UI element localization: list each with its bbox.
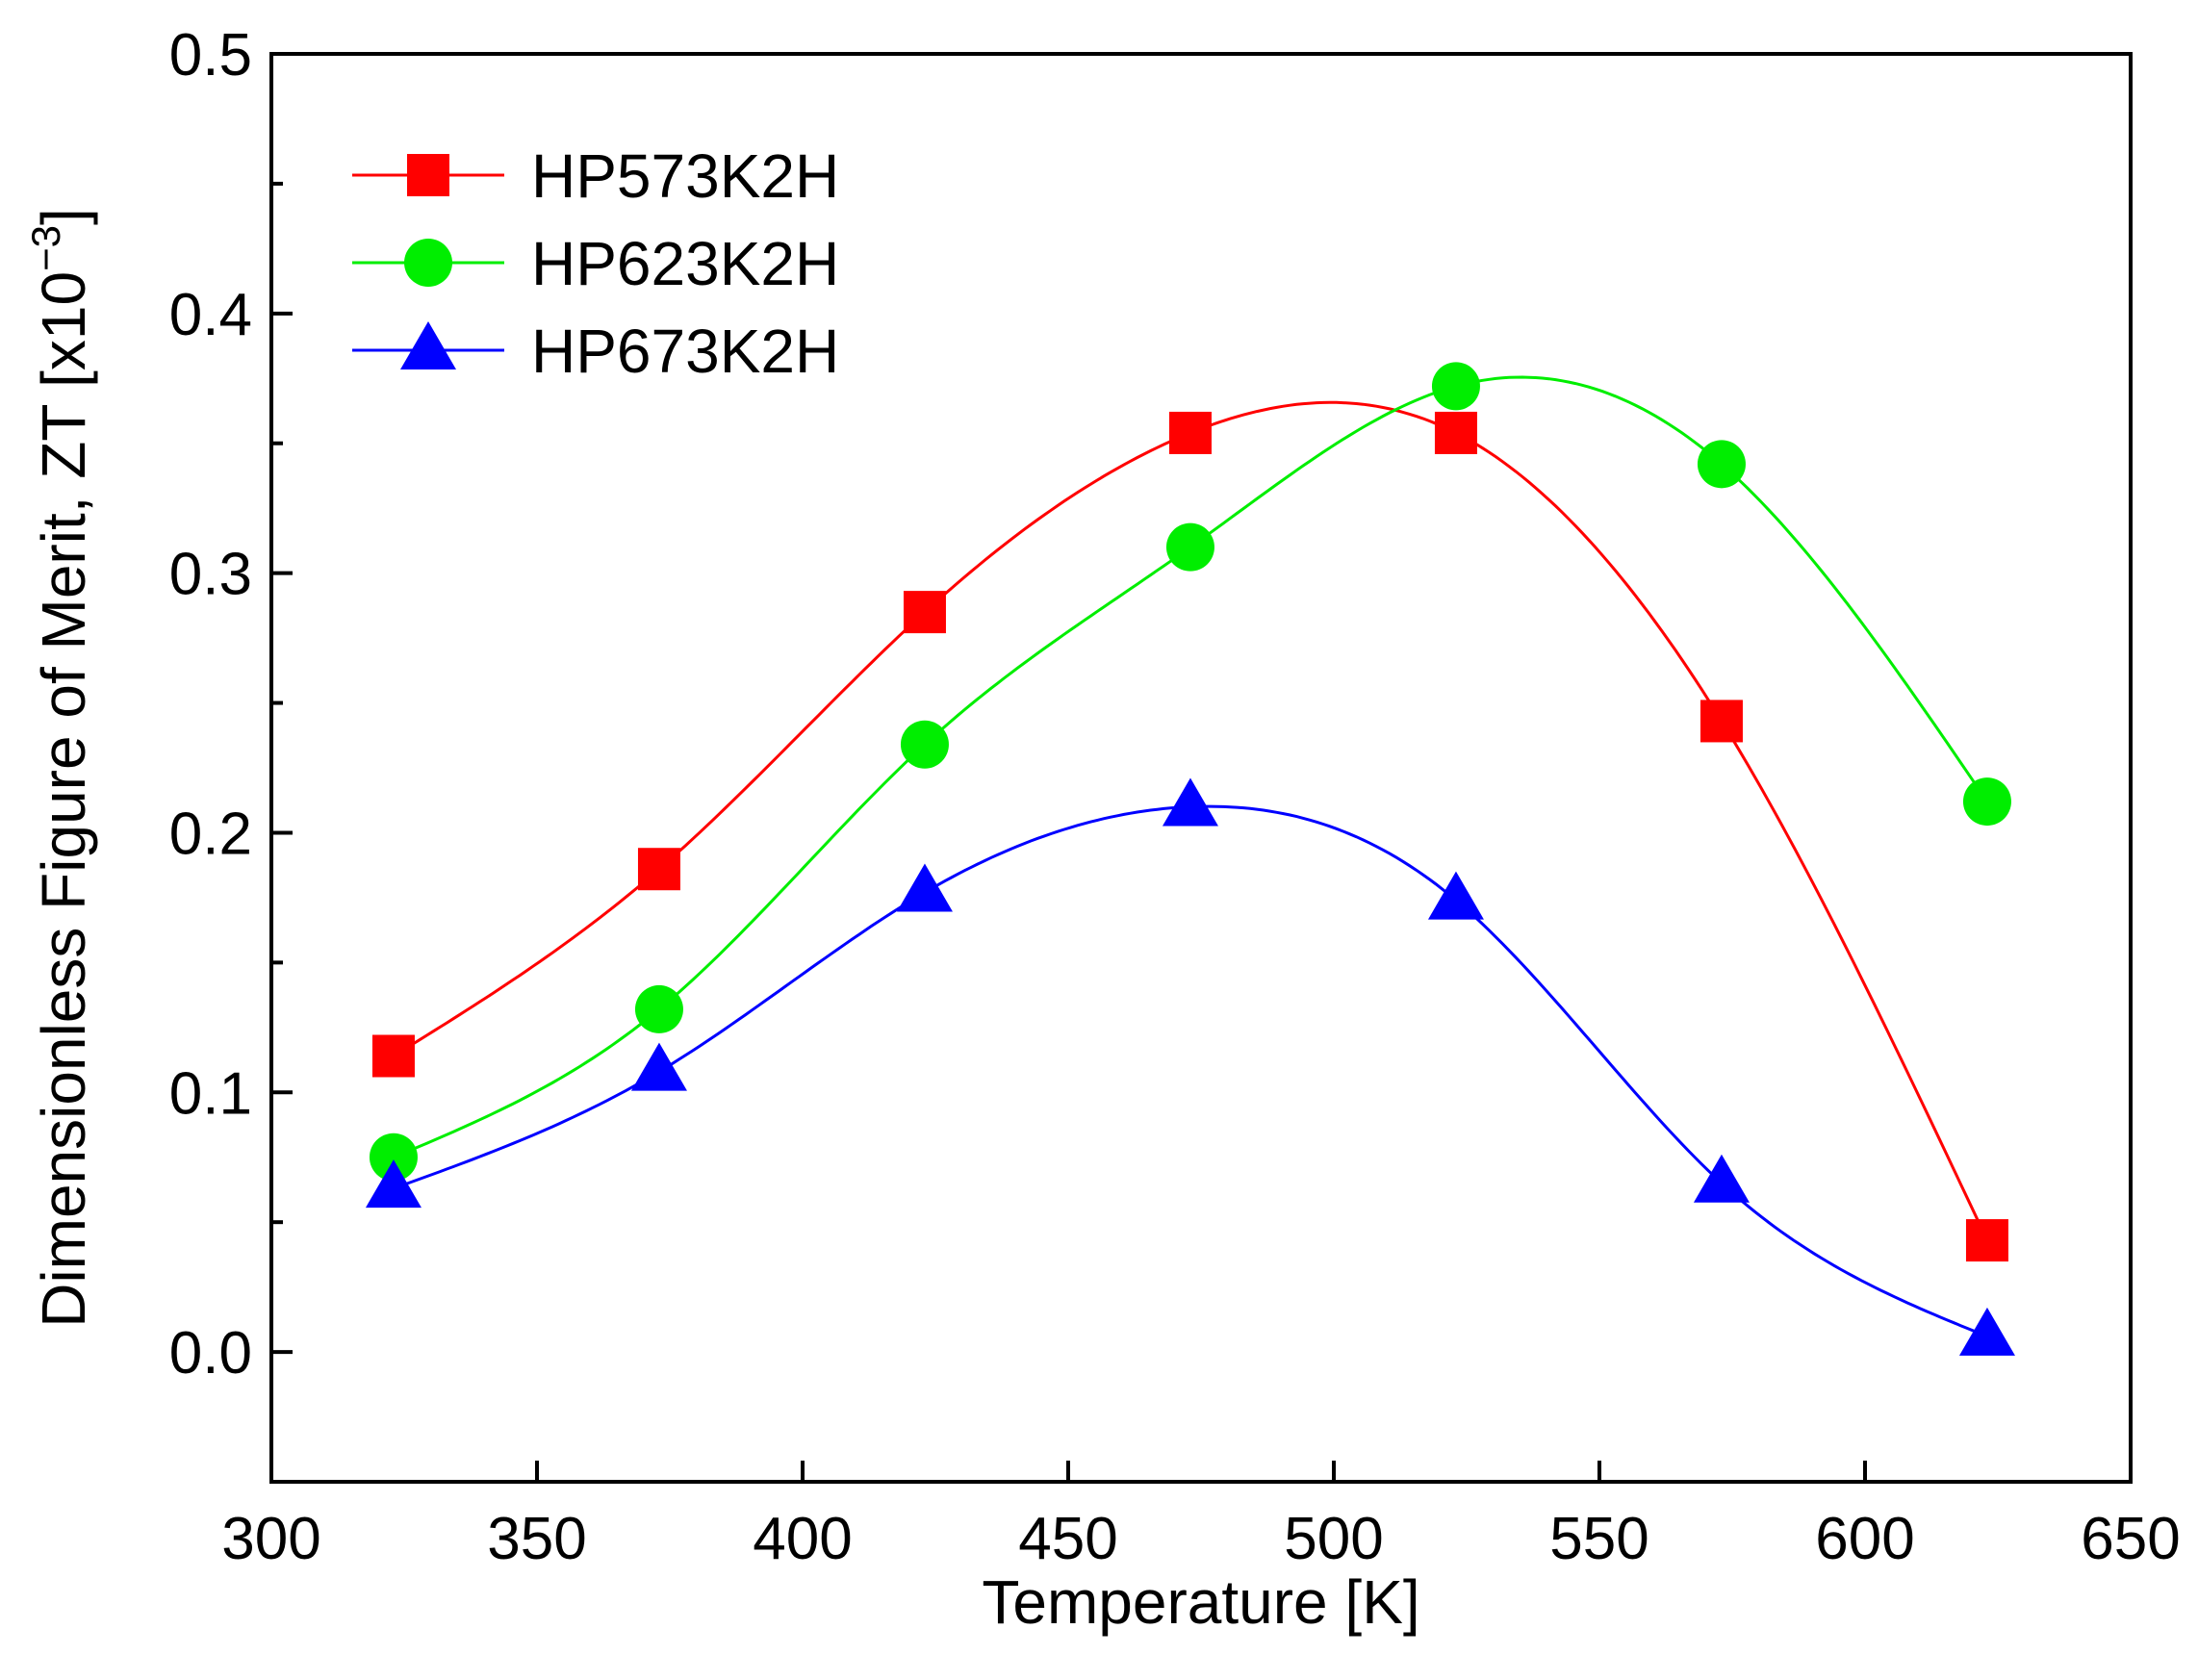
x-axis-title: Temperature [K] (982, 1567, 1419, 1637)
x-tick-label: 400 (753, 1506, 852, 1572)
data-point-hp673k2h (896, 863, 953, 912)
y-tick-label: 0.2 (169, 801, 252, 867)
y-axis-title-exponent: −3 (23, 225, 68, 271)
y-axis-title-end: ] (29, 208, 98, 225)
data-point-hp623k2h (369, 1133, 418, 1182)
series-markers (365, 362, 2015, 1356)
data-point-hp623k2h (1697, 440, 1746, 489)
y-tick-label: 0.1 (169, 1060, 252, 1127)
legend-label: HP573K2H (531, 141, 839, 211)
data-point-hp573k2h (1168, 411, 1212, 454)
legend-marker (407, 154, 449, 196)
y-tick-label: 0.5 (169, 22, 252, 89)
data-point-hp573k2h (1965, 1219, 2008, 1262)
y-tick-label: 0.3 (169, 542, 252, 608)
series-line-hp673k2h (393, 804, 1988, 1338)
x-tick-label: 500 (1284, 1506, 1383, 1572)
legend: HP573K2H HP623K2H HP673K2H (352, 141, 839, 386)
data-point-hp573k2h (371, 1034, 415, 1078)
y-axis-ticks: 0.0 0.1 0.2 0.3 0.4 0.5 (169, 22, 293, 1484)
data-point-hp573k2h (1700, 700, 1743, 743)
x-tick-label: 450 (1018, 1506, 1117, 1572)
y-tick-label: 0.4 (169, 282, 252, 348)
data-point-hp573k2h (903, 591, 946, 634)
data-point-hp623k2h (900, 720, 949, 769)
y-axis-title-main: Dimensionless Figure of Merit, ZT [x10 (29, 271, 98, 1328)
data-point-hp673k2h (630, 1042, 687, 1091)
data-point-hp673k2h (365, 1159, 422, 1209)
x-tick-label: 550 (1549, 1506, 1648, 1572)
legend-marker (400, 321, 456, 369)
data-point-hp623k2h (634, 984, 683, 1033)
plot-frame (269, 52, 2133, 1484)
legend-label: HP673K2H (531, 317, 839, 386)
x-tick-label: 300 (221, 1506, 320, 1572)
data-point-hp673k2h (1958, 1307, 2015, 1356)
data-point-hp573k2h (637, 848, 680, 891)
data-point-hp673k2h (1162, 777, 1218, 827)
data-point-hp673k2h (1427, 871, 1484, 920)
data-point-hp623k2h (1165, 522, 1214, 572)
x-axis-ticks: 300 350 400 450 500 550 600 650 (221, 1461, 2181, 1572)
y-tick-label: 0.0 (169, 1320, 252, 1387)
data-point-hp623k2h (1962, 777, 2011, 827)
legend-label: HP623K2H (531, 229, 839, 298)
y-axis-title: Dimensionless Figure of Merit, ZT [x10−3… (23, 208, 98, 1328)
data-point-hp673k2h (1693, 1154, 1750, 1203)
x-tick-label: 600 (1815, 1506, 1914, 1572)
x-tick-label: 350 (487, 1506, 586, 1572)
data-point-hp623k2h (1431, 362, 1480, 411)
x-tick-label: 650 (2081, 1506, 2180, 1572)
series-curves (393, 375, 1989, 1338)
data-point-hp573k2h (1434, 411, 1477, 454)
legend-marker (404, 239, 452, 287)
